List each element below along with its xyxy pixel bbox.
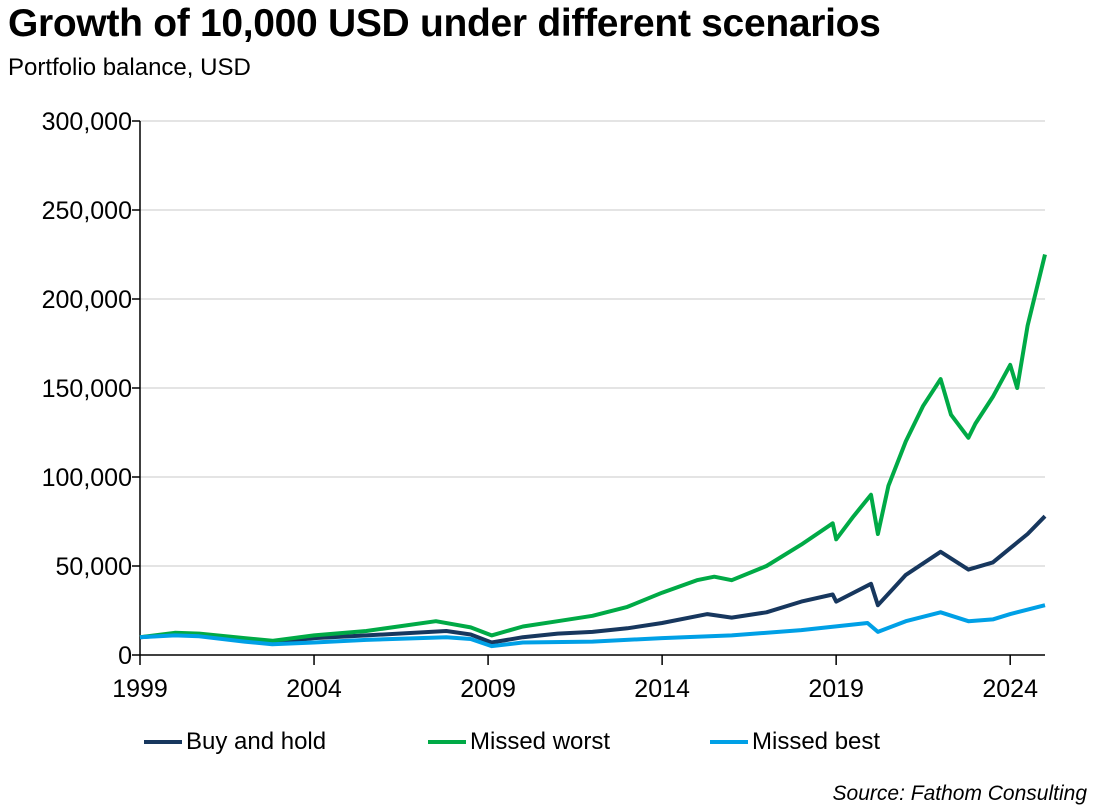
chart-title: Growth of 10,000 USD under different sce… (8, 2, 881, 45)
y-tick-label: 150,000 (42, 375, 132, 403)
legend-swatch (710, 740, 748, 744)
y-tick-label: 100,000 (42, 464, 132, 492)
series-line-missed-worst (139, 254, 1047, 643)
x-tick-label: 2019 (808, 675, 864, 703)
y-tick-label: 50,000 (56, 553, 132, 581)
chart-subtitle: Portfolio balance, USD (8, 54, 251, 81)
legend-item-missed-worst: Missed worst (428, 728, 610, 756)
series-line-missed-best (139, 603, 1046, 649)
legend-label: Missed best (752, 728, 881, 755)
x-tick-label: 1999 (112, 675, 168, 703)
series-line-buy-and-hold (139, 514, 1047, 645)
legend-label: Missed worst (470, 728, 611, 755)
legend-swatch (428, 740, 466, 744)
line-chart: 0 50,000 100,000 150,000 200,000 250,000 300,0… (42, 108, 1047, 703)
x-tick-label: 2024 (982, 675, 1038, 703)
x-tick-label: 2004 (286, 675, 342, 703)
source-note: Source: Fathom Consulting (832, 782, 1087, 805)
legend-label: Buy and hold (186, 728, 327, 755)
legend-item-missed-best: Missed best (710, 728, 880, 756)
x-tick-label: 2014 (634, 675, 690, 703)
y-tick-label: 200,000 (42, 286, 132, 314)
x-tick-label: 2009 (460, 675, 516, 703)
y-tick-label: 0 (118, 642, 132, 670)
legend-item-buy-and-hold: Buy and hold (144, 728, 326, 756)
legend: Buy and hold Missed worst Missed best (0, 728, 1093, 762)
y-tick-label: 300,000 (42, 108, 132, 136)
legend-swatch (144, 740, 182, 744)
y-tick-label: 250,000 (42, 197, 132, 225)
